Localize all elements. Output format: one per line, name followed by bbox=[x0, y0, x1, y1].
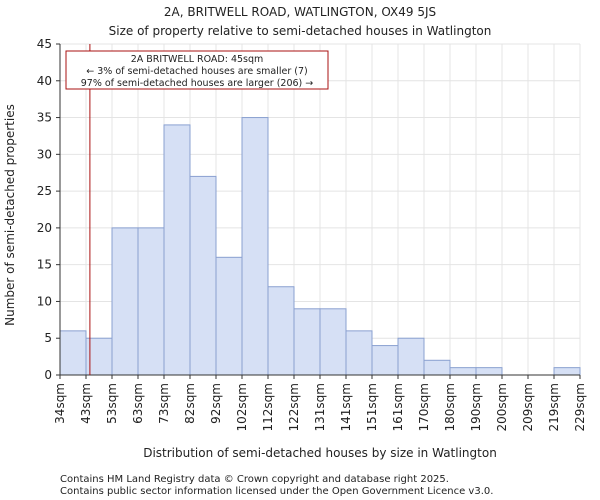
y-tick-labels: 0 5 10 15 20 25 30 35 40 45 bbox=[37, 37, 60, 382]
y-tick-label: 25 bbox=[37, 184, 52, 198]
bar bbox=[59, 330, 87, 376]
annotation-frame bbox=[65, 50, 329, 90]
x-tick-label: 82sqm bbox=[183, 383, 197, 424]
bar bbox=[371, 345, 399, 376]
bar bbox=[111, 227, 139, 376]
x-tick-label: 122sqm bbox=[287, 383, 301, 431]
y-tick-label: 10 bbox=[37, 294, 52, 308]
x-tick-label: 170sqm bbox=[417, 383, 431, 431]
y-axis-label: Number of semi-detached properties bbox=[3, 104, 17, 326]
bar bbox=[137, 227, 165, 376]
y-tick-label: 35 bbox=[37, 111, 52, 125]
x-tick-label: 180sqm bbox=[443, 383, 457, 431]
x-tick-label: 92sqm bbox=[209, 383, 223, 424]
x-tick-label: 34sqm bbox=[53, 383, 67, 424]
annotation-line2: ← 3% of semi-detached houses are smaller… bbox=[86, 66, 307, 77]
y-tick-label: 15 bbox=[37, 258, 52, 272]
bar bbox=[423, 359, 451, 376]
annotation-line3: 97% of semi-detached houses are larger (… bbox=[81, 78, 314, 89]
footer-line1: Contains HM Land Registry data © Crown c… bbox=[60, 474, 449, 485]
x-tick-label: 200sqm bbox=[495, 383, 509, 431]
x-tick-label: 102sqm bbox=[235, 383, 249, 431]
bar bbox=[267, 286, 295, 376]
x-tick-label: 43sqm bbox=[79, 383, 93, 424]
x-tick-label: 63sqm bbox=[131, 383, 145, 424]
x-tick-label: 209sqm bbox=[521, 383, 535, 431]
y-tick-label: 0 bbox=[44, 368, 52, 382]
bar bbox=[215, 256, 243, 376]
bar bbox=[293, 308, 321, 376]
bar bbox=[553, 367, 581, 376]
x-tick-label: 161sqm bbox=[391, 383, 405, 431]
footer-line2: Contains public sector information licen… bbox=[60, 486, 493, 497]
bar bbox=[397, 337, 425, 376]
y-tick-label: 40 bbox=[37, 74, 52, 88]
x-tick-label: 219sqm bbox=[547, 383, 561, 431]
x-tick-label: 73sqm bbox=[157, 383, 171, 424]
y-tick-label: 45 bbox=[37, 37, 52, 51]
chart-title-line1: 2A, BRITWELL ROAD, WATLINGTON, OX49 5JS bbox=[164, 5, 436, 19]
x-tick-label: 112sqm bbox=[261, 383, 275, 431]
x-tick-label: 53sqm bbox=[105, 383, 119, 424]
annotation-line1: 2A BRITWELL ROAD: 45sqm bbox=[131, 54, 264, 65]
bar bbox=[241, 117, 269, 376]
y-tick-label: 20 bbox=[37, 221, 52, 235]
y-tick-label: 5 bbox=[44, 331, 52, 345]
bar bbox=[319, 308, 347, 376]
bar bbox=[189, 175, 217, 376]
x-tick-label: 141sqm bbox=[339, 383, 353, 431]
x-tick-label: 151sqm bbox=[365, 383, 379, 431]
bar bbox=[449, 367, 477, 376]
bar bbox=[345, 330, 373, 376]
x-tick-label: 131sqm bbox=[313, 383, 327, 431]
y-tick-label: 30 bbox=[37, 147, 52, 161]
chart-title-line2: Size of property relative to semi-detach… bbox=[109, 24, 492, 38]
bar bbox=[475, 367, 503, 376]
annotation-box: 2A BRITWELL ROAD: 45sqm ← 3% of semi-det… bbox=[65, 50, 329, 90]
x-tick-label: 190sqm bbox=[469, 383, 483, 431]
bar bbox=[163, 124, 191, 376]
bars-group bbox=[59, 117, 581, 376]
x-tick-label: 229sqm bbox=[573, 383, 587, 431]
x-axis-label: Distribution of semi-detached houses by … bbox=[143, 446, 497, 460]
x-tick-labels: 34sqm 43sqm 53sqm 63sqm 73sqm 82sqm 92sqm 102sq… bbox=[53, 375, 587, 431]
